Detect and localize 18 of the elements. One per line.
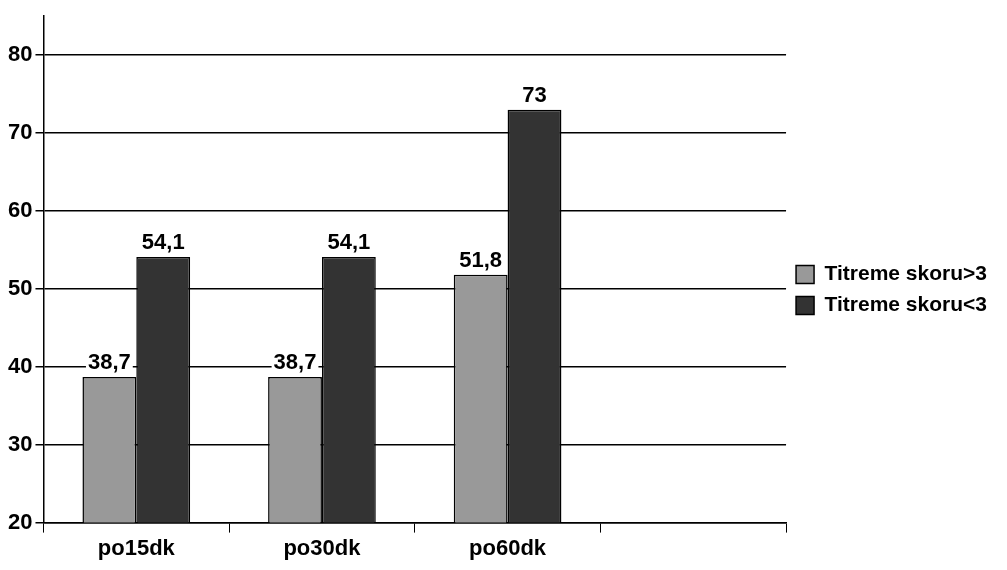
y-tick-label: 50 — [7, 274, 33, 300]
data-label: 54,1 — [141, 229, 185, 254]
legend-label: Titreme skoru>3 — [824, 261, 988, 285]
legend-label: Titreme skoru<3 — [824, 292, 988, 316]
y-tick-label: 30 — [7, 430, 33, 456]
x-tick-label: po15dk — [97, 534, 176, 560]
y-tick-label: 60 — [7, 197, 33, 223]
data-label: 38,7 — [87, 348, 131, 374]
y-tick-label: 70 — [7, 119, 33, 145]
x-tick-label: po30dk — [283, 534, 362, 560]
y-tick-label: 80 — [7, 41, 33, 67]
data-label: 54,1 — [327, 229, 371, 254]
data-label: 38,7 — [273, 348, 317, 374]
x-tick-label: po60dk — [469, 534, 547, 560]
data-label: 51,8 — [459, 246, 503, 272]
y-tick-label: 20 — [7, 508, 33, 534]
data-label: 73 — [522, 81, 547, 107]
y-tick-label: 40 — [7, 352, 33, 378]
